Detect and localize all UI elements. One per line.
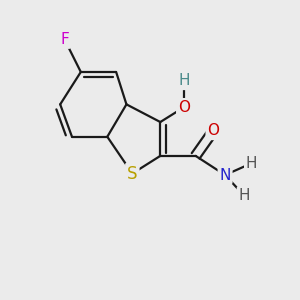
Text: H: H bbox=[238, 188, 250, 203]
Text: H: H bbox=[178, 73, 190, 88]
Text: H: H bbox=[246, 156, 257, 171]
Text: N: N bbox=[219, 167, 231, 182]
Text: O: O bbox=[178, 100, 190, 115]
Text: F: F bbox=[60, 32, 69, 47]
Text: S: S bbox=[127, 165, 138, 183]
Text: O: O bbox=[207, 123, 219, 138]
